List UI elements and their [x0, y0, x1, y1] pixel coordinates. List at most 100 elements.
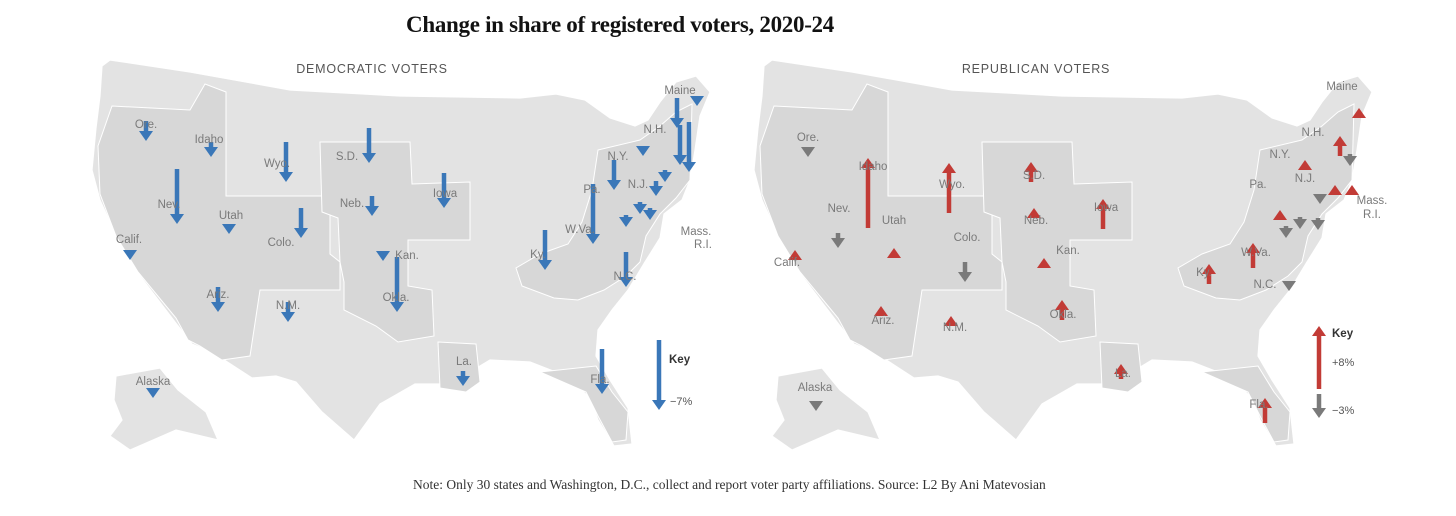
democratic-voters-map: Ore. Idaho Calif. Nev. Utah Ariz. Alaska Wyo. Co…: [91, 59, 712, 451]
arrow-fla: [595, 349, 609, 394]
state-label: N.H.: [644, 124, 667, 136]
arrow-nc: [1282, 281, 1296, 291]
state-label: Ore.: [797, 132, 819, 144]
arrow-small-2: [643, 208, 657, 220]
democratic-voters-title: DEMOCRATIC VOTERS: [296, 62, 448, 76]
state-label: R.I.: [1363, 209, 1381, 221]
arrow-utah: [222, 224, 236, 234]
alaska-landmass: [109, 367, 220, 451]
arrow-kan: [1037, 258, 1051, 268]
republican-voters-map: Ore. Idaho Calif. Nev. Utah Ariz. Alaska Wyo. Co…: [753, 59, 1387, 451]
arrow-sd: [362, 128, 376, 163]
arrow-unlabeled-up-0: [1343, 154, 1357, 166]
democratic-arrows: [123, 96, 704, 398]
state-label: N.Y.: [608, 151, 629, 163]
arrow-alaska: [146, 388, 160, 398]
arrow-small-0: [619, 215, 633, 227]
arrow-la: [456, 371, 470, 386]
arrow-ny: [1298, 160, 1312, 170]
source-note: Note: Only 30 states and Washington, D.C…: [413, 477, 1046, 492]
democratic-key: Key −7%: [652, 340, 693, 410]
arrow-nj: [649, 181, 663, 196]
state-label: Colo.: [954, 232, 981, 244]
highlighted-states-plains: [319, 141, 471, 343]
highlighted-states-south: [1099, 341, 1291, 443]
state-label: Alaska: [798, 382, 833, 394]
state-label: Kan.: [395, 250, 419, 262]
arrow-okla: [1055, 300, 1069, 320]
key-label-minus-3: −3%: [1332, 405, 1355, 417]
arrow-mass: [1345, 185, 1359, 195]
arrow-neb: [365, 196, 379, 216]
state-label: Maine: [1326, 81, 1357, 93]
arrow-la: [1114, 364, 1128, 379]
state-label: Utah: [882, 215, 906, 227]
state-label: Idaho: [859, 161, 888, 173]
state-label: Calif.: [116, 234, 142, 246]
arrow-neb: [1027, 208, 1041, 218]
arrow-wyo: [279, 142, 293, 182]
chart-title: Change in share of registered voters, 20…: [406, 12, 834, 37]
republican-key: Key +8% −3%: [1312, 326, 1355, 418]
highlighted-states-plains: [981, 141, 1133, 343]
state-label: N.Y.: [1270, 149, 1291, 161]
arrow-nev: [170, 169, 184, 224]
arrow-ny: [636, 146, 650, 156]
state-label: W.Va.: [565, 224, 595, 236]
state-label: N.H.: [1302, 127, 1325, 139]
state-label: Alaska: [136, 376, 171, 388]
key-label-plus-8: +8%: [1332, 357, 1355, 369]
state-label: N.M.: [943, 322, 967, 334]
highlighted-states-west: [97, 83, 341, 361]
key-arrow-minus-3: [1312, 394, 1326, 418]
key-title: Key: [669, 354, 691, 366]
arrow-calif: [123, 250, 137, 260]
arrow-pa: [607, 160, 621, 190]
highlighted-states-west: [759, 83, 1003, 361]
arrow-alaska: [809, 401, 823, 411]
arrow-iowa: [1096, 199, 1110, 229]
arrow-okla: [390, 257, 404, 312]
key-arrow-minus-7: [652, 340, 666, 410]
state-label: Iowa: [433, 188, 458, 200]
state-label: Okla.: [383, 292, 410, 304]
arrow-ri: [673, 125, 687, 165]
state-label: S.D.: [1023, 170, 1045, 182]
arrow-maine: [690, 96, 704, 106]
arrow-ariz: [874, 306, 888, 316]
arrow-nm: [281, 302, 295, 322]
arrow-unlabeled-0: [1279, 226, 1293, 238]
arrow-idaho: [861, 158, 875, 228]
arrow-ore: [139, 121, 153, 141]
arrow-mass: [682, 122, 696, 172]
state-label: Ariz.: [207, 289, 230, 301]
state-label: N.M.: [276, 300, 300, 312]
state-label: La.: [1115, 368, 1131, 380]
republican-voters-title: REPUBLICAN VOTERS: [962, 62, 1110, 76]
state-label: Maine: [664, 85, 695, 97]
key-label-minus-7: −7%: [670, 396, 693, 408]
arrow-wyo: [942, 163, 956, 213]
state-label: N.C.: [1254, 279, 1277, 291]
arrow-nc: [619, 252, 633, 287]
key-arrow-plus-8: [1312, 326, 1326, 389]
arrow-wva: [586, 184, 600, 244]
state-label: Ky.: [1196, 267, 1212, 279]
arrow-maine: [1352, 108, 1366, 118]
key-title: Key: [1332, 328, 1354, 340]
democratic-state-labels: Ore. Idaho Calif. Nev. Utah Ariz. Alaska Wyo. Co…: [116, 85, 712, 388]
state-label: Mass.: [681, 226, 712, 238]
arrow-ri: [1313, 194, 1327, 204]
state-label: Wyo.: [264, 158, 290, 170]
state-label: Nev.: [158, 199, 181, 211]
state-label: Ariz.: [872, 315, 895, 327]
state-label: Utah: [219, 210, 243, 222]
state-label: La.: [456, 356, 472, 368]
state-label: N.J.: [1295, 173, 1315, 185]
arrow-nm: [944, 316, 958, 326]
arrow-colo: [958, 262, 972, 282]
state-label: W.Va.: [1241, 247, 1271, 259]
state-label: Nev.: [828, 203, 851, 215]
key-arrow: [652, 340, 666, 410]
state-label: Ky.: [530, 249, 546, 261]
